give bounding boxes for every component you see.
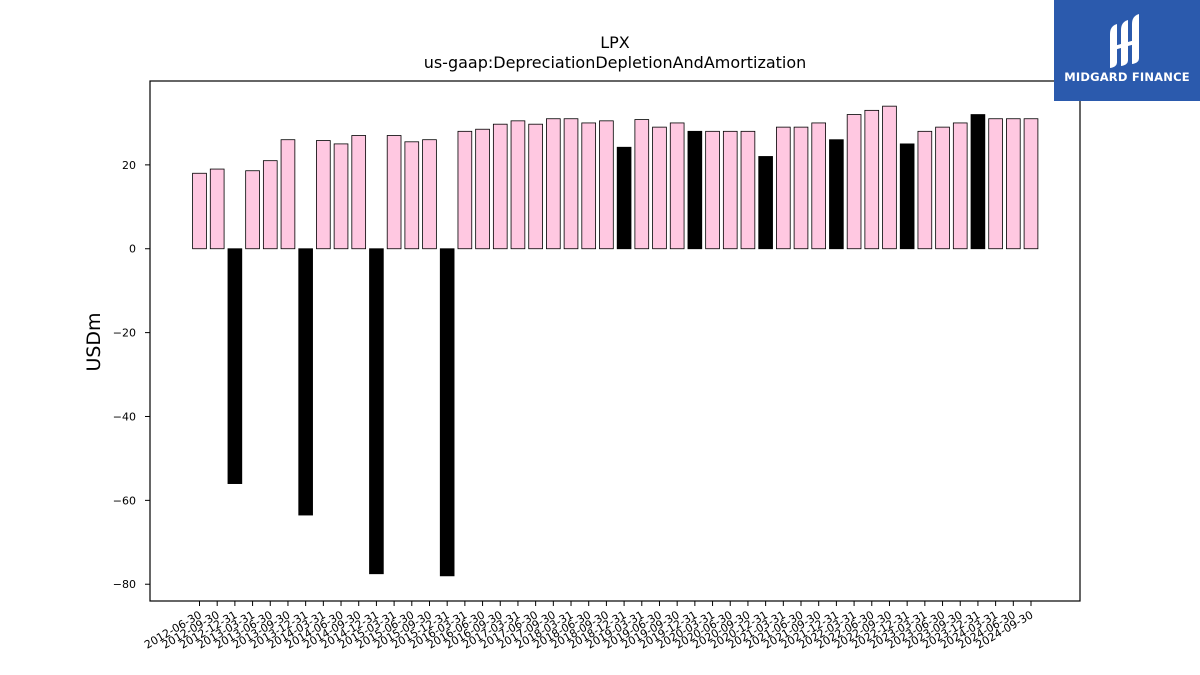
bars-group xyxy=(192,105,1039,577)
bar-2018-06-30 xyxy=(581,122,597,250)
bar-2012-06-30 xyxy=(192,172,207,250)
y-axis-label: USDm xyxy=(83,312,105,371)
bar-2024-06-30 xyxy=(1006,118,1021,250)
bar-2014-09-30 xyxy=(351,135,367,250)
bar-2018-12-31 xyxy=(616,146,632,250)
bar-2012-09-30 xyxy=(209,168,225,250)
bar-2014-12-31 xyxy=(369,248,384,575)
bar-2023-12-31 xyxy=(970,114,986,250)
chart-subtitle: us-gaap:DepreciationDepletionAndAmortiza… xyxy=(424,53,807,72)
plot-frame xyxy=(149,80,1081,602)
bar-2020-06-30 xyxy=(722,130,738,250)
brand-logo: MIDGARD FINANCE xyxy=(1054,0,1200,101)
bar-2018-09-30 xyxy=(599,120,614,250)
bar-2023-03-31 xyxy=(917,130,933,250)
chart-title: LPX xyxy=(600,33,630,52)
bar-2020-12-31 xyxy=(758,156,773,250)
bar-2016-06-30 xyxy=(475,128,490,250)
bar-2020-09-30 xyxy=(740,130,756,250)
bar-2014-03-31 xyxy=(316,140,331,250)
bar-2022-09-30 xyxy=(882,105,897,250)
y-tick-label: 20 xyxy=(122,159,136,172)
y-tick-label: −80 xyxy=(113,578,136,591)
y-axis-ticks: −80 −60 −40 −20 0 20 xyxy=(113,159,150,591)
bar-2019-06-30 xyxy=(652,126,667,250)
midgard-logo-icon xyxy=(1110,14,1139,68)
brand-name: MIDGARD FINANCE xyxy=(1064,70,1190,84)
bar-2013-12-31 xyxy=(298,248,313,516)
bar-2024-03-31 xyxy=(988,118,1003,250)
bar-2015-12-31 xyxy=(439,248,455,577)
bar-2017-06-30 xyxy=(528,123,543,250)
bar-2024-09-30 xyxy=(1023,118,1039,250)
bar-2013-03-31 xyxy=(245,170,260,250)
y-tick-label: −40 xyxy=(113,410,136,423)
bar-2021-06-30 xyxy=(793,126,809,250)
bar-2022-12-31 xyxy=(899,143,915,250)
y-tick-label: 0 xyxy=(129,243,136,256)
bar-2020-03-31 xyxy=(705,130,720,250)
bar-2017-03-31 xyxy=(510,120,526,250)
bar-2021-03-31 xyxy=(776,126,791,250)
x-axis-ticks: 2012-06-302012-09-302012-12-312013-03-31… xyxy=(142,601,1036,652)
y-tick-label: −60 xyxy=(113,494,136,507)
bar-2014-06-30 xyxy=(333,143,349,250)
bar-2019-03-31 xyxy=(634,119,650,250)
bar-2015-03-31 xyxy=(386,135,402,250)
bar-2015-06-30 xyxy=(404,141,420,250)
bar-2018-03-31 xyxy=(563,118,579,250)
bar-2023-06-30 xyxy=(935,126,950,250)
bar-2019-12-31 xyxy=(687,130,703,250)
bar-2013-06-30 xyxy=(262,160,278,250)
bar-2021-09-30 xyxy=(811,122,826,250)
bar-2022-06-30 xyxy=(864,109,880,250)
bar-2023-09-30 xyxy=(952,122,968,250)
bar-2012-12-31 xyxy=(227,248,243,484)
y-tick-label: −20 xyxy=(113,327,136,340)
bar-2022-03-31 xyxy=(846,114,862,250)
bar-2013-09-30 xyxy=(280,139,296,250)
bar-2021-12-31 xyxy=(829,139,844,250)
bar-2016-09-30 xyxy=(492,123,508,250)
bar-2015-09-30 xyxy=(422,139,437,250)
bar-2019-09-30 xyxy=(669,122,685,250)
bar-2016-03-31 xyxy=(457,130,473,250)
bar-2017-09-30 xyxy=(546,118,561,250)
